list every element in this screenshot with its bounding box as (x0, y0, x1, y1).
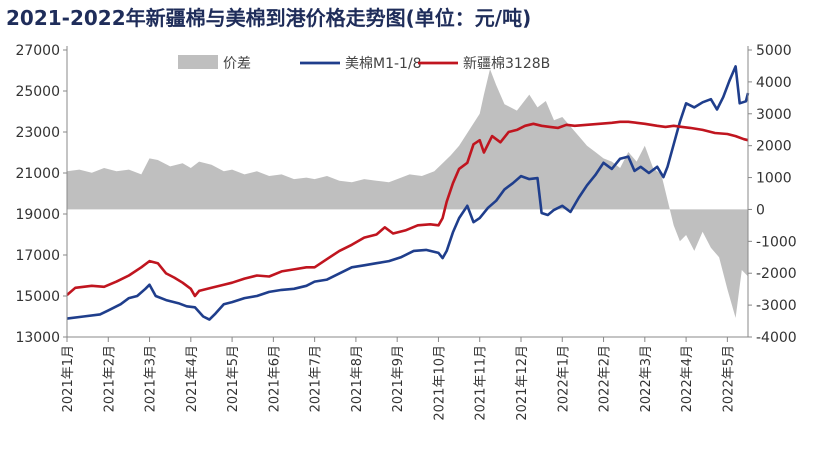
right-tick-label: 0 (756, 202, 765, 218)
series-area-spread (67, 69, 748, 318)
x-tick-label: 2022年5月 (721, 345, 736, 412)
right-tick-label: -3000 (756, 298, 797, 314)
x-axis: 2021年1月 2021年2月 2021年3月 2021年4月 2021年5月 2021年… (61, 336, 748, 421)
legend-label: 价差 (223, 56, 251, 72)
x-tick-label: 2021年2月 (102, 345, 117, 412)
x-tick-label: 2022年2月 (598, 345, 613, 412)
right-tick-label: 2000 (756, 139, 792, 155)
right-tick-label: 4000 (756, 75, 792, 91)
left-tick-label: 25000 (15, 84, 60, 100)
x-tick-label: 2021年12月 (515, 345, 530, 421)
right-axis: 5000 4000 3000 2000 1000 0 -1000 -2000 -3000 -400… (747, 43, 797, 346)
left-tick-label: 19000 (15, 207, 60, 223)
series-line-1 (66, 65, 750, 321)
x-tick-label: 2021年4月 (185, 345, 200, 412)
plot-area (66, 65, 750, 321)
x-tick-label: 2021年1月 (61, 345, 76, 412)
right-tick-label: 5000 (756, 43, 792, 59)
x-tick-label: 2021年6月 (267, 345, 282, 412)
right-tick-label: 1000 (756, 171, 792, 187)
x-tick-label: 2021年3月 (144, 345, 159, 412)
legend-swatch-spread (178, 55, 218, 69)
left-tick-label: 13000 (15, 330, 60, 346)
right-tick-label: 3000 (756, 107, 792, 123)
x-tick-label: 2021年8月 (350, 345, 365, 412)
x-tick-label: 2021年11月 (474, 345, 489, 421)
x-tick-label: 2022年4月 (680, 345, 695, 412)
left-tick-label: 15000 (15, 289, 60, 305)
x-tick-label: 2021年7月 (309, 345, 324, 412)
series-line-2 (66, 120, 749, 298)
x-tick-label: 2021年9月 (391, 345, 406, 412)
right-tick-label: -4000 (756, 330, 797, 346)
left-axis: 27000 25000 23000 21000 19000 17000 15000 13000 (15, 43, 68, 346)
left-tick-label: 27000 (15, 43, 60, 59)
legend-label: 新疆棉3128B (463, 55, 550, 72)
chart-title: 2021-2022年新疆棉与美棉到港价格走势图(单位：元/吨) (6, 6, 532, 30)
x-tick-label: 2021年10月 (433, 345, 448, 421)
x-tick-label: 2021年5月 (226, 345, 241, 412)
left-tick-label: 21000 (15, 166, 60, 182)
legend-label: 美棉M1-1/8 (345, 55, 422, 72)
left-tick-label: 17000 (15, 248, 60, 264)
legend: 价差 美棉M1-1/8 新疆棉3128B (178, 55, 550, 72)
x-tick-label: 2022年1月 (556, 345, 571, 412)
right-tick-label: -1000 (756, 234, 797, 250)
right-tick-label: -2000 (756, 266, 797, 282)
x-tick-label: 2022年3月 (639, 345, 654, 412)
left-tick-label: 23000 (15, 125, 60, 141)
